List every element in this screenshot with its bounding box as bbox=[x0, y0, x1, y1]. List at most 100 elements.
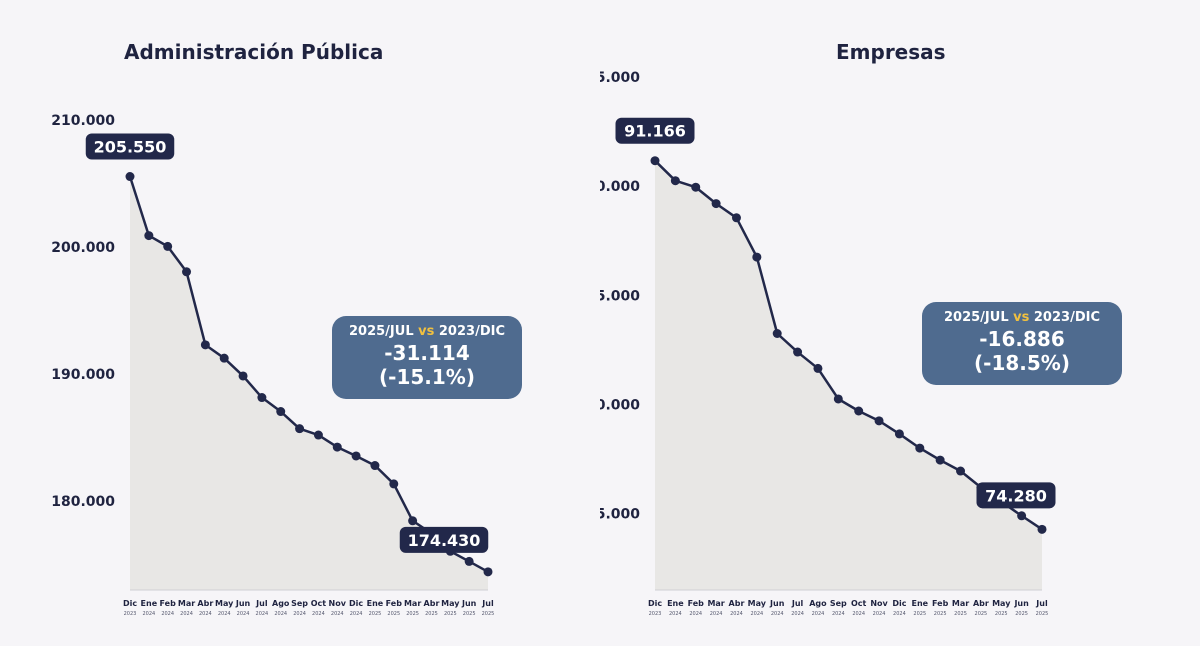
x-tick-year: 2025 bbox=[444, 611, 457, 617]
x-tick-month: Jul bbox=[481, 599, 494, 608]
data-point bbox=[711, 199, 721, 209]
x-tick-year: 2024 bbox=[274, 611, 287, 617]
data-point bbox=[874, 416, 884, 426]
x-tick-month: Ene bbox=[667, 599, 684, 608]
x-tick-year: 2024 bbox=[771, 611, 784, 617]
callout-periods: 2025/JUL vs 2023/DIC bbox=[348, 324, 506, 339]
chart-title-administracion-publica: Administración Pública bbox=[124, 40, 384, 64]
x-tick-year: 2024 bbox=[791, 611, 804, 617]
x-tick-month: Nov bbox=[870, 599, 888, 608]
x-tick-month: Mar bbox=[178, 599, 195, 608]
x-tick-month: Abr bbox=[729, 599, 745, 608]
data-point bbox=[219, 353, 229, 363]
x-tick-month: May bbox=[748, 599, 767, 608]
x-tick-year: 2024 bbox=[161, 611, 174, 617]
x-tick-month: Ago bbox=[272, 599, 290, 608]
data-point bbox=[257, 393, 267, 403]
data-point bbox=[351, 451, 361, 461]
x-tick-month: Jul bbox=[791, 599, 804, 608]
x-tick-month: Feb bbox=[688, 599, 705, 608]
x-tick-month: Jun bbox=[235, 599, 251, 608]
x-tick-year: 2024 bbox=[689, 611, 702, 617]
y-tick-label: 85.000 bbox=[600, 288, 640, 304]
data-point bbox=[956, 466, 966, 476]
chart-title-empresas: Empresas bbox=[836, 40, 946, 64]
x-tick-year: 2024 bbox=[312, 611, 325, 617]
callout-period-b: 2023/DIC bbox=[1033, 310, 1100, 325]
x-tick-month: Jun bbox=[1013, 599, 1029, 608]
y-tick-label: 90.000 bbox=[600, 179, 640, 195]
data-point bbox=[833, 394, 843, 404]
data-point bbox=[313, 430, 323, 440]
x-tick-year: 2024 bbox=[350, 611, 363, 617]
x-tick-year: 2024 bbox=[293, 611, 306, 617]
data-point bbox=[813, 363, 823, 373]
data-point bbox=[483, 567, 493, 577]
callout-vs: vs bbox=[418, 324, 435, 339]
x-tick-month: May bbox=[441, 599, 460, 608]
x-tick-year: 2025 bbox=[995, 611, 1008, 617]
y-tick-label: 95.000 bbox=[600, 70, 640, 86]
data-point bbox=[464, 556, 474, 566]
callout-delta: -31.114 (-15.1%) bbox=[379, 341, 475, 389]
x-tick-year: 2023 bbox=[649, 611, 662, 617]
last-value-label: 74.280 bbox=[976, 482, 1056, 509]
data-point bbox=[650, 156, 660, 166]
x-tick-year: 2024 bbox=[199, 611, 212, 617]
y-tick-label: 190.000 bbox=[51, 367, 115, 383]
x-tick-year: 2025 bbox=[975, 611, 988, 617]
x-tick-year: 2024 bbox=[669, 611, 682, 617]
data-point bbox=[854, 406, 864, 416]
x-tick-month: Feb bbox=[160, 599, 177, 608]
x-tick-month: May bbox=[215, 599, 234, 608]
data-point bbox=[295, 424, 305, 434]
chart-administracion-publica: 210.000200.000190.000180.000Dic2023Ene20… bbox=[51, 113, 494, 617]
x-tick-month: Jun bbox=[461, 599, 477, 608]
x-tick-month: May bbox=[992, 599, 1011, 608]
x-tick-month: Sep bbox=[830, 599, 847, 608]
y-tick-label: 80.000 bbox=[600, 397, 640, 413]
callout-delta: -16.886 (-18.5%) bbox=[974, 327, 1070, 375]
last-value-label-bg bbox=[976, 482, 1056, 509]
x-tick-month: Ene bbox=[911, 599, 928, 608]
first-value-label-bg bbox=[85, 133, 175, 160]
data-point bbox=[793, 347, 803, 357]
data-point bbox=[1017, 511, 1027, 521]
y-tick-label: 210.000 bbox=[51, 113, 115, 129]
x-tick-month: Mar bbox=[404, 599, 421, 608]
data-point bbox=[670, 176, 680, 186]
first-value-label: 91.166 bbox=[615, 117, 695, 144]
x-tick-year: 2025 bbox=[387, 611, 400, 617]
x-tick-month: Jun bbox=[769, 599, 785, 608]
y-tick-label: 200.000 bbox=[51, 240, 115, 256]
data-point bbox=[370, 461, 380, 471]
data-point bbox=[125, 172, 135, 182]
x-tick-year: 2024 bbox=[893, 611, 906, 617]
x-tick-month: Jul bbox=[255, 599, 268, 608]
data-point bbox=[182, 267, 192, 277]
x-tick-year: 2024 bbox=[750, 611, 763, 617]
callout-period-a: 2025/JUL bbox=[349, 324, 414, 339]
x-tick-month: Dic bbox=[349, 599, 363, 608]
x-tick-month: Ene bbox=[367, 599, 384, 608]
data-point bbox=[731, 213, 741, 223]
x-tick-month: Feb bbox=[386, 599, 403, 608]
data-point bbox=[276, 407, 286, 417]
data-point bbox=[752, 252, 762, 262]
callout-period-a: 2025/JUL bbox=[944, 310, 1009, 325]
last-value-label-bg bbox=[399, 526, 489, 553]
x-tick-year: 2025 bbox=[954, 611, 967, 617]
data-point bbox=[163, 241, 173, 251]
data-point bbox=[238, 371, 248, 381]
x-tick-month: Feb bbox=[932, 599, 949, 608]
data-point bbox=[915, 443, 925, 453]
x-tick-year: 2024 bbox=[730, 611, 743, 617]
x-tick-year: 2024 bbox=[180, 611, 193, 617]
x-tick-year: 2025 bbox=[406, 611, 419, 617]
data-point bbox=[935, 455, 945, 465]
data-point bbox=[389, 479, 399, 489]
x-tick-month: Jul bbox=[1035, 599, 1048, 608]
data-point bbox=[408, 516, 418, 526]
x-tick-year: 2024 bbox=[256, 611, 269, 617]
